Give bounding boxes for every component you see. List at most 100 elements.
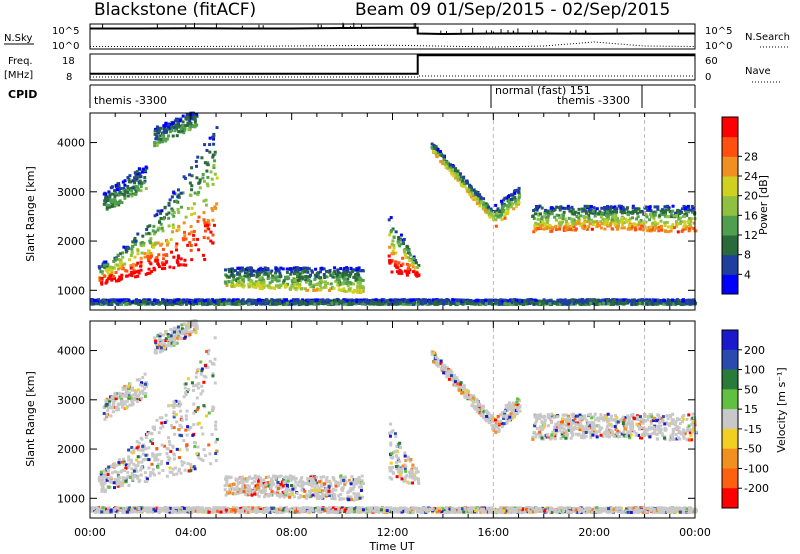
power-cell — [592, 206, 596, 210]
power-cell — [212, 166, 216, 170]
power-cell — [456, 299, 460, 303]
power-cell — [581, 226, 585, 230]
power-cell — [300, 268, 304, 272]
power-cell — [157, 131, 161, 135]
power-cell — [680, 229, 684, 233]
power-cell — [455, 301, 459, 305]
power-cell — [648, 218, 652, 222]
power-cell — [193, 120, 197, 124]
power-cell — [490, 212, 494, 216]
power-cell — [674, 300, 678, 304]
velocity-cell — [207, 411, 211, 415]
nave-tick-top: 60 — [705, 56, 718, 67]
power-cell — [482, 197, 486, 201]
power-cell — [116, 267, 120, 271]
power-cell — [686, 220, 690, 224]
power-cell — [181, 237, 185, 241]
velocity-cell — [199, 360, 203, 364]
power-cell — [360, 268, 364, 272]
power-cell — [361, 278, 365, 282]
power-cell — [194, 243, 198, 247]
power-cell — [670, 298, 674, 302]
power-cell — [211, 218, 215, 222]
velocity-cell — [145, 453, 149, 457]
power-cell — [484, 302, 488, 306]
velocity-cell — [184, 393, 188, 397]
power-cell — [336, 272, 340, 276]
power-cell — [139, 268, 143, 272]
power-cell — [517, 188, 521, 192]
power-cell — [424, 301, 428, 305]
power-cell — [198, 302, 202, 306]
power-cell — [650, 299, 654, 303]
power-cell — [671, 223, 675, 227]
power-cell — [620, 226, 624, 230]
power-cell — [649, 209, 653, 213]
power-cell — [114, 279, 118, 283]
power-cell — [232, 269, 236, 273]
velocity-cell — [122, 462, 126, 466]
power-cell — [197, 215, 201, 219]
velocity-cell — [111, 465, 115, 469]
power-cell — [163, 262, 167, 266]
power-cell — [363, 300, 367, 304]
velocity-cell — [150, 462, 154, 466]
power-cell — [260, 287, 264, 291]
power-cell — [456, 178, 460, 182]
power-cell — [293, 268, 297, 272]
power-cell — [230, 272, 234, 276]
power-cell — [620, 211, 624, 215]
velocity-cell — [147, 458, 151, 462]
power-cell — [157, 140, 161, 144]
power-cell — [409, 298, 413, 302]
power-cell — [237, 303, 241, 307]
velocity-cell — [192, 402, 196, 406]
power-cell — [467, 188, 471, 192]
power-cell — [538, 225, 542, 229]
power-cell — [649, 225, 653, 229]
power-cell — [485, 207, 489, 211]
power-cell — [648, 213, 652, 217]
power-cell — [148, 300, 152, 304]
power-cell — [436, 300, 440, 304]
power-cell — [189, 225, 193, 229]
power-cell — [201, 172, 205, 176]
power-cell — [369, 299, 373, 303]
power-cell — [648, 298, 652, 302]
power-cell — [611, 216, 615, 220]
power-cell — [206, 236, 210, 240]
power-cell — [536, 227, 540, 231]
power-cell — [448, 300, 452, 304]
velocity-cell — [136, 464, 140, 468]
power-cell — [278, 271, 282, 275]
velocity-cell — [199, 392, 203, 396]
power-cell — [176, 261, 180, 265]
power-cell — [168, 265, 172, 269]
power-cell — [417, 264, 421, 268]
power-cell — [675, 224, 679, 228]
power-cell — [550, 210, 554, 214]
velocity-cell — [160, 459, 164, 463]
power-cell — [569, 227, 573, 231]
power-cell — [471, 196, 475, 200]
power-cell — [686, 298, 690, 302]
power-cell — [116, 302, 120, 306]
power-cell — [557, 206, 561, 210]
power-cell — [121, 180, 125, 184]
power-cell — [310, 270, 314, 274]
power-cell — [105, 203, 109, 207]
power-cell — [646, 229, 650, 233]
power-cell — [589, 301, 593, 305]
velocity-cell — [106, 473, 110, 477]
power-cell — [343, 274, 347, 278]
power-cell — [538, 212, 542, 216]
velocity-cell — [117, 458, 121, 462]
velocity-cell — [179, 402, 183, 406]
power-cell — [191, 302, 195, 306]
power-cell — [308, 301, 312, 305]
power-cell — [582, 214, 586, 218]
y-tick-label: 2000 — [57, 235, 85, 248]
power-cell — [116, 298, 120, 302]
power-cell — [153, 214, 157, 218]
